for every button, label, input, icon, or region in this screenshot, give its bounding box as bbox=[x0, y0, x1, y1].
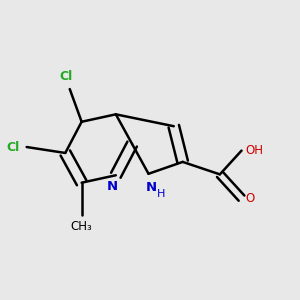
Text: H: H bbox=[157, 189, 165, 199]
Text: N: N bbox=[107, 180, 118, 193]
Text: CH₃: CH₃ bbox=[71, 220, 92, 233]
Text: OH: OH bbox=[246, 143, 264, 157]
Text: Cl: Cl bbox=[6, 140, 19, 154]
Text: O: O bbox=[246, 192, 255, 205]
Text: Cl: Cl bbox=[60, 70, 73, 83]
Text: N: N bbox=[145, 181, 157, 194]
